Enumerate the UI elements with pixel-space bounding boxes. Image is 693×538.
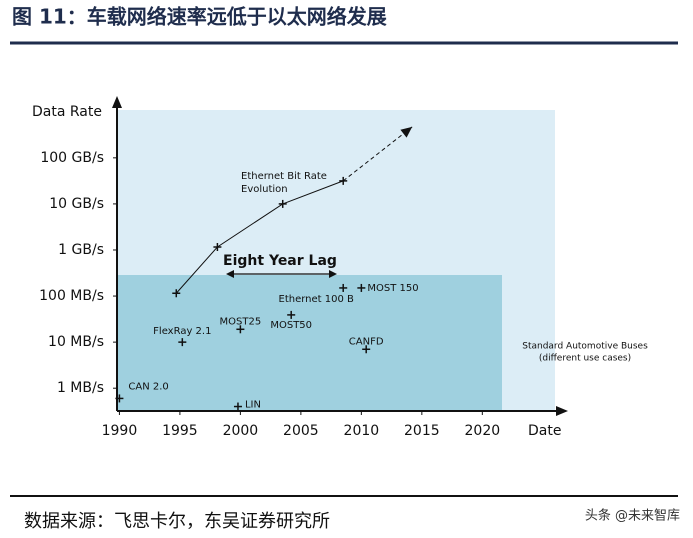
x-tick-label: 2005 [283,423,319,439]
y-tick-label: 100 GB/s [40,150,104,166]
x-tick-label: 1995 [162,423,198,439]
lag-arrowhead [329,270,337,278]
y-arrow [112,96,122,108]
point-label: FlexRay 2.1 [153,326,211,337]
point-label: LIN [245,400,261,411]
y-tick-label: 10 GB/s [49,196,104,212]
point [357,283,366,292]
y-tick-label: 100 MB/s [39,288,104,304]
x-tick-label: 2010 [344,423,380,439]
y-tick-label: 10 MB/s [48,334,104,350]
x-arrow [556,406,568,416]
point [236,325,245,334]
projection-head [400,126,413,138]
point [213,243,222,252]
ethernet-label: Ethernet Bit Rate [241,171,327,182]
point [172,289,181,298]
watermark: 头条 @未来智库 [585,508,680,524]
ethernet-label: Evolution [241,184,288,195]
x-tick-label: 1990 [102,423,138,439]
title: 图 11：车载网络速率远低于以太网络发展 [12,5,387,29]
ethernet-line [175,180,344,294]
point-label: CANFD [349,336,384,347]
x-tick-label: 2020 [465,423,501,439]
y-tick-label: 1 MB/s [57,380,104,396]
point [362,345,371,354]
point [178,338,187,347]
projection [342,126,413,182]
x-tick-label: 2015 [404,423,440,439]
source: 数据来源：飞思卡尔，东吴证券研究所 [24,511,330,532]
x-axis-label: Date [528,423,561,439]
point-label: MOST 150 [367,283,418,294]
point [287,310,296,319]
region-label: (different use cases) [539,354,631,364]
point-label: MOST25 [220,316,262,327]
automotive-region [117,275,502,411]
point-label: MOST50 [270,320,312,331]
point [233,402,242,411]
point-label: Ethernet 100 B [279,294,355,305]
region-label: Standard Automotive Buses [522,342,648,352]
point [339,283,348,292]
point-label: CAN 2.0 [128,381,168,392]
point [115,394,124,403]
y-tick-label: 1 GB/s [58,242,104,258]
lag-arrowhead [226,270,234,278]
y-axis-label: Data Rate [32,104,102,120]
x-tick-label: 2000 [223,423,259,439]
lag-label: Eight Year Lag [223,253,337,269]
point [278,199,287,208]
